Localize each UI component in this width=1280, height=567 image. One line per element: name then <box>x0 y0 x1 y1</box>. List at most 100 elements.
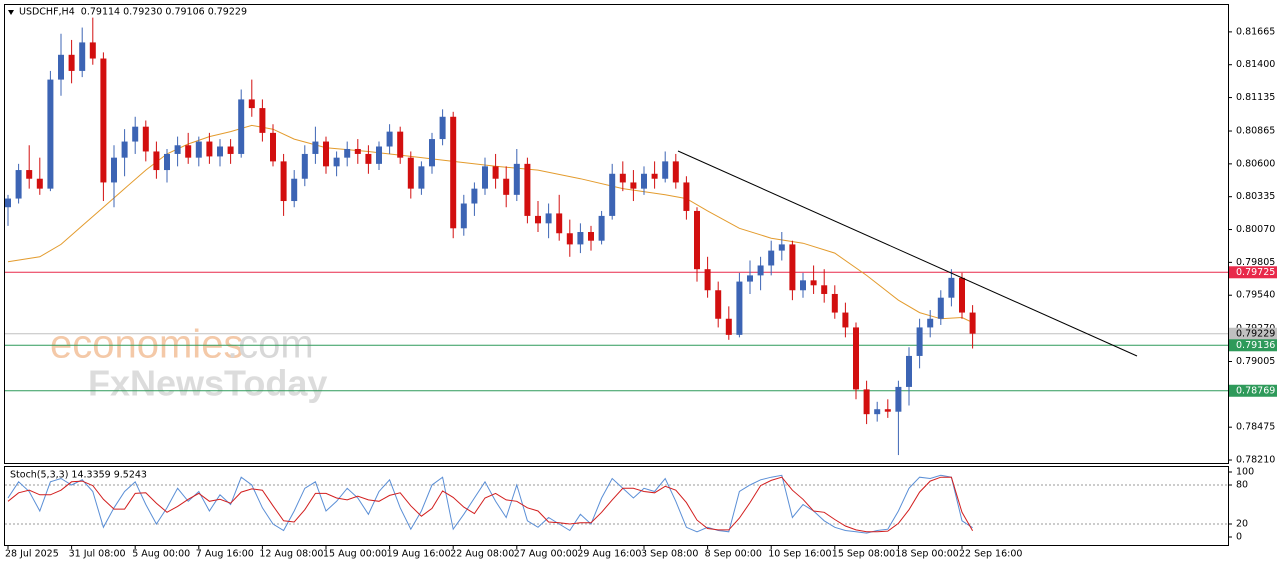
candle-body <box>895 386 902 412</box>
candle-body <box>248 99 255 109</box>
candle-body <box>450 116 457 229</box>
candle-body <box>429 139 435 167</box>
candle-body <box>471 188 478 204</box>
price-label: 0.79725 <box>1236 267 1275 278</box>
y-tick-label: 0.78475 <box>1236 422 1275 433</box>
candle-body <box>89 42 96 59</box>
y-tick-label: 0.80335 <box>1236 191 1275 202</box>
candle-body <box>768 250 775 266</box>
candle-body <box>810 280 817 286</box>
header-arrow[interactable] <box>8 10 14 15</box>
candle-body <box>630 182 637 189</box>
candle-body <box>556 213 563 234</box>
candle-body <box>68 54 75 71</box>
candle-body <box>959 277 965 313</box>
stoch-tick-label: 80 <box>1236 480 1248 491</box>
price-label-box <box>1229 339 1277 352</box>
x-tick-label: 7 Aug 16:00 <box>196 549 254 560</box>
candle-body <box>831 293 838 313</box>
y-tick-label: 0.78210 <box>1236 455 1275 466</box>
header: USDCHF,H4 0.79114 0.79230 0.79106 0.7922… <box>19 7 247 18</box>
stoch-line <box>7 476 974 533</box>
y-tick-label: 0.79805 <box>1236 257 1275 268</box>
candle-body <box>715 290 722 319</box>
x-tick-label: 3 Sep 08:00 <box>641 549 698 560</box>
candle-body <box>386 131 393 147</box>
candle-body <box>842 312 849 328</box>
candle-body <box>217 146 223 157</box>
candle-body <box>174 145 181 154</box>
y-tick-label: 0.81400 <box>1236 59 1275 70</box>
candle-body <box>853 327 859 390</box>
candle-body <box>725 318 732 335</box>
candle-body <box>397 131 404 158</box>
moving-average <box>7 124 973 323</box>
candle-body <box>513 163 520 195</box>
candle-body <box>132 126 139 142</box>
candle-body <box>142 126 149 152</box>
x-tick-label: 19 Aug 16:00 <box>387 549 451 560</box>
candle-body <box>333 157 340 167</box>
candle-body <box>821 285 828 294</box>
candle-body <box>482 166 488 189</box>
x-tick-label: 27 Aug 00:00 <box>514 549 578 560</box>
candle-body <box>969 312 976 334</box>
candle-body <box>26 170 33 179</box>
candle-body <box>195 141 202 158</box>
candle-body <box>874 409 881 415</box>
candle-body <box>312 141 319 154</box>
x-tick-label: 12 Aug 08:00 <box>259 549 323 560</box>
candle-body <box>376 146 382 164</box>
candle-body <box>460 203 467 229</box>
y-tick-label: 0.79540 <box>1236 290 1275 301</box>
price-label-box <box>1229 327 1277 340</box>
y-tick-label: 0.80600 <box>1236 158 1275 169</box>
candle-body <box>121 141 128 158</box>
candle-body <box>280 161 287 202</box>
price-label-box <box>1229 384 1277 397</box>
stoch-tick-label: 20 <box>1236 519 1248 530</box>
candle-body <box>418 166 425 189</box>
stoch-frame <box>4 466 1229 546</box>
stoch-tick-label: 0 <box>1236 532 1242 543</box>
y-tick-label: 0.81665 <box>1236 26 1275 37</box>
watermark-brand: economies <box>50 323 243 367</box>
candle-body <box>927 318 934 328</box>
candle-body <box>598 215 605 241</box>
candle-body <box>365 153 372 164</box>
candle-body <box>662 161 669 179</box>
candle-body <box>683 182 690 211</box>
candle-body <box>736 281 743 335</box>
candle-body <box>164 153 170 171</box>
candle-body <box>916 327 923 356</box>
candle-body <box>672 161 679 183</box>
trendline[interactable] <box>677 150 1138 357</box>
candle-body <box>884 409 891 412</box>
candle-body <box>407 157 414 189</box>
y-tick-label: 0.80865 <box>1236 126 1275 137</box>
candle-body <box>58 54 64 80</box>
candle-body <box>524 163 531 216</box>
watermark-partner: FxNewsToday <box>88 363 327 404</box>
candle-body <box>185 145 192 158</box>
candle-body <box>778 244 785 251</box>
x-tick-label: 31 Jul 08:00 <box>69 549 126 560</box>
main-frame <box>4 4 1229 464</box>
candle-body <box>227 146 234 154</box>
candle-body <box>948 277 955 298</box>
candle-body <box>503 178 510 195</box>
candle-body <box>15 170 22 199</box>
candle-body <box>535 215 541 224</box>
candle-body <box>588 232 594 241</box>
price-label: 0.78769 <box>1236 385 1275 396</box>
candle-body <box>111 157 117 183</box>
candle-body <box>100 58 107 183</box>
watermark-domain: .com <box>227 323 314 367</box>
candle-body <box>747 275 753 282</box>
candle-body <box>79 42 86 71</box>
y-tick-label: 0.79005 <box>1236 356 1275 367</box>
x-tick-label: 28 Jul 2025 <box>5 549 59 560</box>
candle-body <box>259 108 266 133</box>
candle-body <box>270 132 276 162</box>
